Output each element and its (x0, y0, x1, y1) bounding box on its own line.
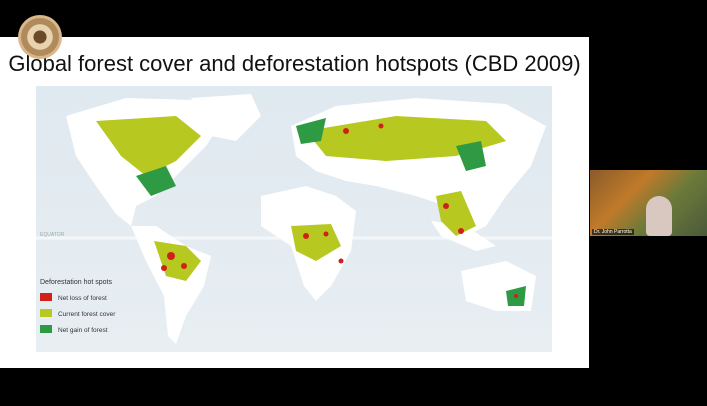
legend-swatch (40, 309, 52, 317)
legend-label: Current forest cover (58, 311, 116, 318)
participant-video[interactable]: Dr. John Parrotta (590, 170, 707, 236)
legend-swatch (40, 325, 52, 333)
legend-label: Net loss of forest (58, 295, 107, 302)
legend-swatch (40, 293, 52, 301)
world-map: EQUATOR Deforestation hot spots Net loss… (36, 86, 552, 352)
slide-title: Global forest cover and deforestation ho… (8, 51, 581, 76)
participant-name: Dr. John Parrotta (592, 229, 634, 235)
forest-cover (96, 116, 526, 306)
equator-label: EQUATOR (40, 232, 65, 238)
participant-figure (646, 196, 672, 236)
legend-label: Net gain of forest (58, 327, 108, 334)
slide: Global forest cover and deforestation ho… (0, 37, 589, 368)
legend-title: Deforestation hot spots (40, 279, 112, 286)
logo (18, 15, 62, 59)
